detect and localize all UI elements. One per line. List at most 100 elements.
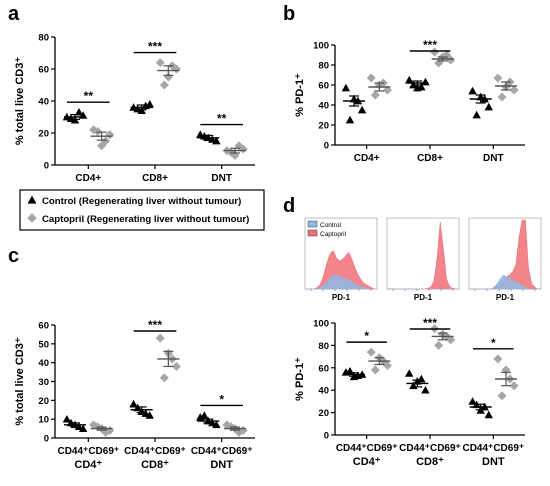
y-tick-label: 0 <box>324 431 329 442</box>
data-point-control <box>66 114 76 122</box>
significance-label: *** <box>423 316 437 330</box>
data-point-control <box>472 110 481 119</box>
y-tick-label: 20 <box>38 396 49 407</box>
data-point-control <box>421 77 430 86</box>
data-point-captopril <box>382 85 392 95</box>
y-tick-label: 40 <box>318 101 329 112</box>
histogram-frame <box>386 217 460 290</box>
y-tick-label: 20 <box>38 129 49 140</box>
histogram-xlabel: PD-1 <box>332 293 351 302</box>
panel-letter-b: b <box>283 3 295 25</box>
significance-label: * <box>364 329 369 343</box>
data-point-control <box>345 115 355 124</box>
significance-label: *** <box>148 40 162 54</box>
significance-label: *** <box>423 38 437 52</box>
y-tick-label: 60 <box>318 81 329 92</box>
legend-marker-captopril <box>27 213 37 223</box>
y-tick-label: 0 <box>44 434 49 445</box>
y-tick-label: 50 <box>38 339 49 350</box>
data-point-control <box>405 75 414 84</box>
significance-label: * <box>491 336 496 350</box>
data-point-control <box>417 82 426 91</box>
data-point-captopril <box>446 55 456 65</box>
y-tick-label: 80 <box>318 341 329 352</box>
data-point-control <box>133 104 142 113</box>
data-point-captopril <box>101 136 111 146</box>
significance-label: *** <box>148 318 162 332</box>
y-tick-label: 100 <box>313 41 329 52</box>
y-tick-label: 80 <box>38 33 49 44</box>
category-label: CD4+ <box>354 153 380 164</box>
histogram-legend-label: Captopril <box>320 231 347 238</box>
category-sublabel: DNT <box>482 456 505 468</box>
histogram-xlabel: PD-1 <box>496 293 515 302</box>
category-label: CD8+ <box>417 153 443 164</box>
data-point-captopril <box>509 85 519 95</box>
chart-panel-a: 0 20 40 60 80 % total live CD3⁺ CD4+ ** CD8+ *** D… <box>14 33 255 184</box>
data-point-captopril <box>430 47 440 57</box>
data-point-control <box>421 386 430 394</box>
y-tick-label: 0 <box>44 161 49 172</box>
histogram-control-area <box>305 274 377 290</box>
data-point-control <box>405 369 414 377</box>
category-sublabel: CD4⁺ <box>74 459 102 471</box>
y-tick-label: 60 <box>38 65 49 76</box>
significance-label: ** <box>84 89 94 103</box>
y-tick-label: 0 <box>324 141 329 152</box>
legend-box <box>19 189 265 231</box>
y-axis-label: % total live CD3⁺ <box>14 57 26 146</box>
data-point-captopril <box>370 90 380 100</box>
significance-label: ** <box>217 112 227 126</box>
data-point-captopril <box>366 73 376 83</box>
data-point-control <box>484 102 493 111</box>
chart-panel-c: 0 10 20 30 40 50 60 % total live CD3⁺ CD44⁺CD69⁺… <box>14 318 255 471</box>
y-tick-label: 30 <box>38 377 49 388</box>
y-tick-label: 60 <box>38 321 49 332</box>
data-point-captopril <box>155 58 165 68</box>
legend-label: Control (Regenerating liver without tumo… <box>42 196 241 207</box>
category-label: DNT <box>483 153 504 164</box>
data-point-captopril <box>493 73 503 83</box>
data-point-control <box>357 105 367 114</box>
histogram-2: PD-1 <box>386 217 460 302</box>
data-point-control <box>468 397 477 405</box>
y-tick-label: 10 <box>38 415 49 426</box>
category-label: CD44⁺CD69⁺ <box>336 443 398 454</box>
category-label: CD44⁺CD69⁺ <box>191 446 253 457</box>
histogram-xlabel: PD-1 <box>414 293 433 302</box>
data-point-control <box>484 410 493 419</box>
chart-panel-d: 0 20 40 60 80 100 % PD-1⁺ CD44⁺CD69⁺ CD4⁺ * CD44⁺C… <box>294 316 525 468</box>
category-label: CD44⁺CD69⁺ <box>399 443 461 454</box>
y-axis-label: % PD-1⁺ <box>294 357 306 401</box>
category-label: DNT <box>211 173 232 184</box>
y-tick-label: 40 <box>38 97 49 108</box>
histogram-legend-swatch-captopril <box>307 229 318 237</box>
histogram-legend-swatch-control <box>307 220 318 228</box>
y-tick-label: 100 <box>313 319 329 330</box>
data-point-captopril <box>497 92 507 102</box>
data-point-captopril <box>155 333 165 343</box>
data-point-captopril <box>493 354 503 364</box>
data-point-control <box>417 374 426 383</box>
y-tick-label: 60 <box>318 363 329 374</box>
panel-letter-a: a <box>8 3 20 25</box>
category-sublabel: CD4⁺ <box>353 456 381 468</box>
data-point-control <box>468 86 477 95</box>
category-label: CD8+ <box>142 173 168 184</box>
data-point-control <box>74 108 84 116</box>
histogram-3: PD-1 <box>468 217 542 302</box>
data-point-control <box>200 411 209 419</box>
panel-letter-d: d <box>283 195 295 217</box>
category-sublabel: CD8⁺ <box>416 456 444 468</box>
category-sublabel: DNT <box>210 459 233 471</box>
histogram-legend-label: Control <box>320 222 342 229</box>
data-point-captopril <box>159 373 169 383</box>
y-axis-label: % PD-1⁺ <box>294 73 306 117</box>
y-tick-label: 40 <box>318 386 329 397</box>
data-point-captopril <box>171 361 181 371</box>
histogram-legend: Control Captopril <box>307 220 347 238</box>
y-tick-label: 20 <box>318 121 329 132</box>
legend-label: Captopril (Regenerating liver without tu… <box>42 214 249 225</box>
data-point-control <box>129 399 138 408</box>
y-axis-label: % total live CD3⁺ <box>14 337 26 426</box>
